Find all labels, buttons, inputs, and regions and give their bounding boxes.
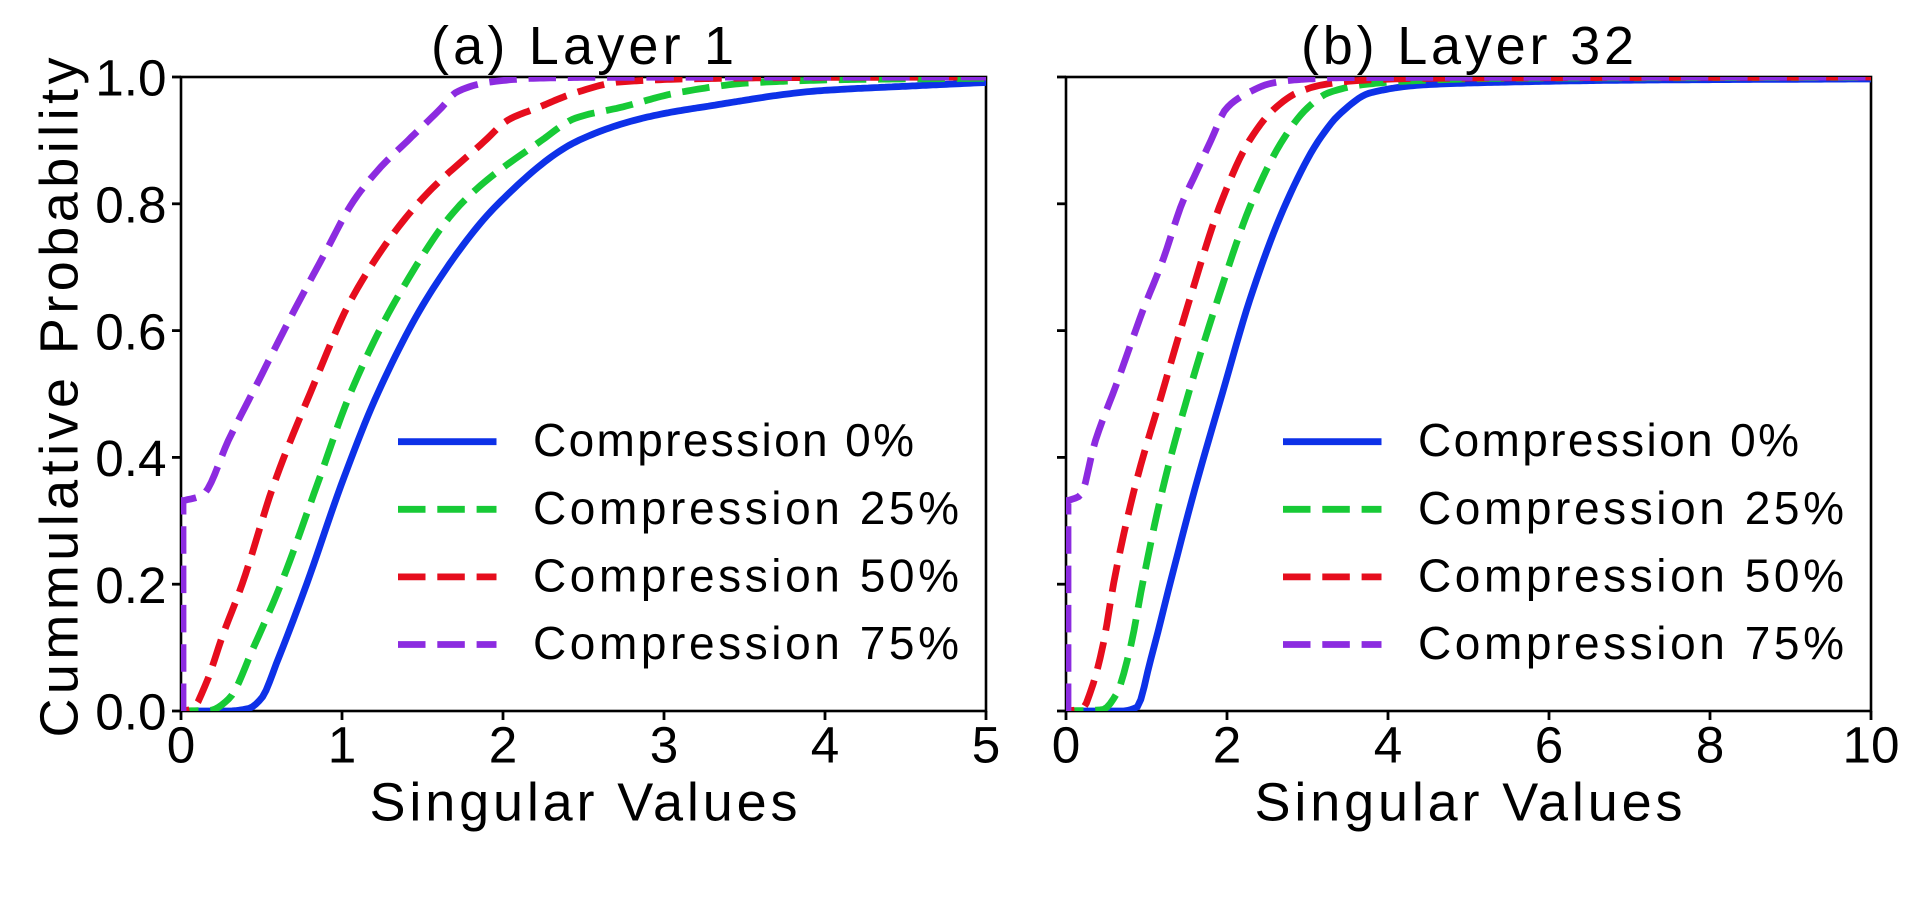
svg-text:1.0: 1.0 [95,50,166,107]
svg-text:0.4: 0.4 [95,430,166,487]
svg-text:6: 6 [1535,717,1564,774]
svg-text:4: 4 [811,717,840,774]
svg-text:2: 2 [1213,717,1242,774]
svg-text:Compression 50%: Compression 50% [533,549,959,601]
svg-text:0: 0 [167,717,196,774]
svg-text:4: 4 [1374,717,1403,774]
svg-text:0.8: 0.8 [95,177,166,234]
svg-text:3: 3 [650,717,679,774]
svg-text:(a) Layer 1: (a) Layer 1 [431,16,734,76]
svg-text:Singular Values: Singular Values [370,772,798,832]
svg-text:0: 0 [1052,717,1081,774]
svg-text:Compression 25%: Compression 25% [1418,482,1844,534]
svg-text:0.6: 0.6 [95,303,166,360]
svg-text:Singular Values: Singular Values [1255,772,1683,832]
svg-text:5: 5 [972,717,1001,774]
svg-text:8: 8 [1696,717,1725,774]
svg-text:Compression 25%: Compression 25% [533,482,959,534]
svg-text:Compression 0%: Compression 0% [1418,414,1799,466]
svg-text:Compression 0%: Compression 0% [533,414,914,466]
svg-text:0.2: 0.2 [95,557,166,614]
svg-text:Compression 50%: Compression 50% [1418,549,1844,601]
svg-text:Compression 75%: Compression 75% [1418,617,1844,669]
svg-text:10: 10 [1842,717,1899,774]
svg-text:0.0: 0.0 [95,684,166,741]
svg-text:1: 1 [328,717,357,774]
svg-text:Compression 75%: Compression 75% [533,617,959,669]
svg-text:2: 2 [489,717,518,774]
svg-text:Cummulative Probability: Cummulative Probability [30,58,90,738]
svg-text:(b) Layer 32: (b) Layer 32 [1301,16,1634,76]
